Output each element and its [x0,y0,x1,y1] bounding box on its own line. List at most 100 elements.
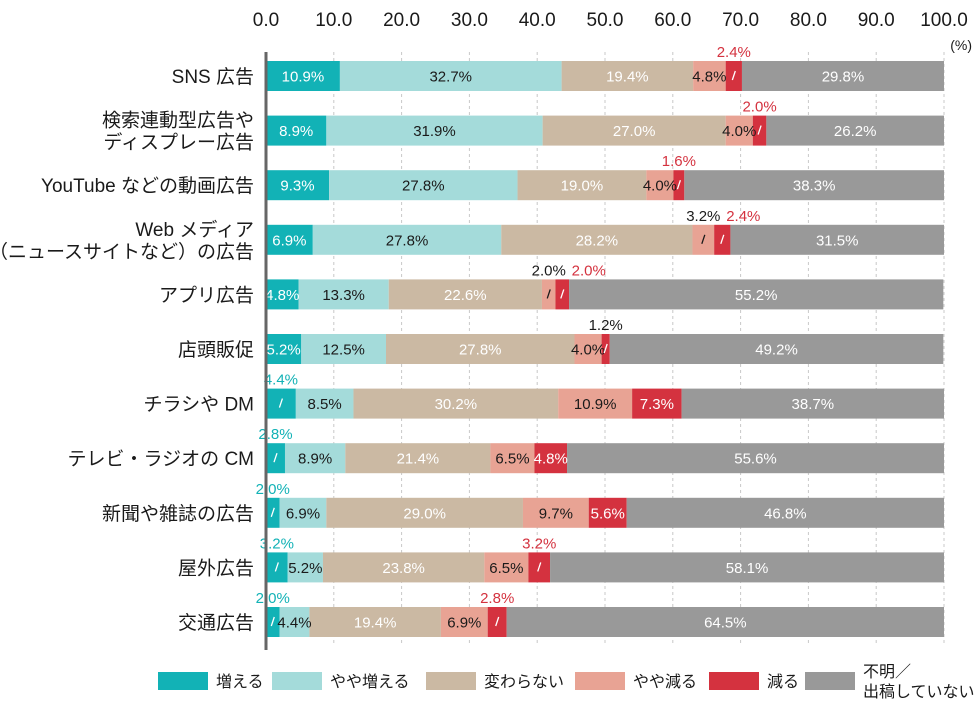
legend: 増える やや増える 変わらない やや減る 減る 不明／ 出稿していない [158,664,975,701]
bar-segment [561,61,694,91]
segment-marker [278,398,284,408]
bar-segment [386,334,575,364]
bar-segment [730,224,944,255]
value-label: 6.5% [489,560,523,577]
legend-swatch [426,672,476,690]
external-value-label: 2.0% [256,590,290,607]
value-label: 23.8% [382,560,425,577]
external-value-label: 3.2% [522,535,556,552]
bar-segment [567,443,944,474]
bar-segment [266,334,302,364]
value-label: 58.1% [726,560,769,577]
bar-segment [558,388,633,419]
bar-segment [501,224,693,255]
value-label: 10.9% [574,396,617,413]
bar-segment [550,552,944,583]
category-label: ディスプレー広告 [103,132,254,154]
value-label: 8.9% [279,123,313,140]
value-label: 4.8% [265,287,299,304]
segment-marker [274,562,279,572]
value-label: 32.7% [429,69,472,86]
segment-marker [273,452,278,463]
segment-marker [537,562,542,572]
value-label: 27.8% [459,342,502,359]
bar-segment [266,170,330,201]
bar-segment [490,443,535,474]
category-label: SNS 広告 [172,66,254,88]
value-label: 9.3% [280,178,314,195]
value-label: 12.5% [322,342,365,359]
legend-label: やや減る [633,673,697,691]
value-label: 4.0% [643,178,677,195]
external-value-label: 2.4% [726,208,760,225]
segment-marker [676,179,682,190]
x-tick-label: 60.0 [654,10,691,31]
value-label: 13.3% [322,287,365,304]
value-label: 21.4% [397,451,440,468]
x-tick-label: 10.0 [315,10,352,31]
x-tick-label: 100.0 [920,10,968,31]
bar-segment [534,443,568,474]
external-value-label: 2.0% [256,481,290,498]
bar-segment [322,552,485,583]
segment-marker [270,616,275,627]
value-label: 10.9% [282,69,325,86]
segment-marker [731,70,736,81]
value-label: 49.2% [755,342,798,359]
bar-segment [353,388,559,419]
value-label: 4.0% [571,342,605,359]
value-label: 19.4% [354,615,397,632]
category-label: 検索連動型広告や [102,110,254,132]
x-tick-label: 40.0 [519,10,556,31]
bar-segment [484,552,529,583]
bar-segment [266,61,340,91]
bar-segment [440,607,488,637]
bar-segment [266,224,313,255]
bar-segment [681,388,944,419]
value-label: 6.5% [495,451,529,468]
category-label: （ニュースサイトなど）の広告 [0,241,254,263]
legend-swatch [158,672,208,690]
legend-label: やや増える [330,673,410,691]
category-label: アプリ広告 [159,284,254,306]
x-tick-label: 80.0 [790,10,827,31]
bar-segment [345,443,491,474]
legend-label: 変わらない [484,673,564,691]
category-label: YouTube などの動画広告 [41,175,254,197]
bar-layer: 10.9% 32.7% 19.4% 4.8% 29.8% 8.9% 31.9% 27.0% 4.… [265,61,944,637]
bar-segment [388,279,542,310]
legend-swatch [272,672,322,690]
value-label: 31.9% [413,123,456,140]
value-label: 8.5% [308,396,342,413]
value-label: 4.8% [692,69,726,86]
value-label: 5.6% [591,505,625,522]
legend-label: 減る [767,673,799,691]
category-label: 店頭販促 [178,339,254,361]
bar-segment [646,170,674,201]
bar-segment [266,115,327,146]
value-label: 29.8% [822,69,865,86]
x-tick-label: 20.0 [383,10,420,31]
bar-segment [298,279,389,310]
segment-marker [701,234,706,245]
legend-label: 出稿していない [863,683,975,701]
category-label: 屋外広告 [178,557,254,579]
external-value-label: 1.6% [662,153,696,170]
value-label: 22.6% [444,287,487,304]
segment-marker [560,289,565,299]
external-value-label: 2.8% [258,426,292,443]
external-value-label: 2.0% [532,262,566,279]
bar-segment [301,334,387,364]
bar-segment [766,115,944,146]
bar-segment [632,388,682,419]
bar-segment [326,497,523,528]
value-label: 38.7% [792,396,835,413]
external-value-label: 4.4% [264,372,298,389]
x-tick-label: 50.0 [587,10,624,31]
bar-segment [588,497,627,528]
bar-segment [626,497,944,528]
value-label: 5.2% [267,342,301,359]
category-label: テレビ・ラジオの CM [68,448,254,470]
